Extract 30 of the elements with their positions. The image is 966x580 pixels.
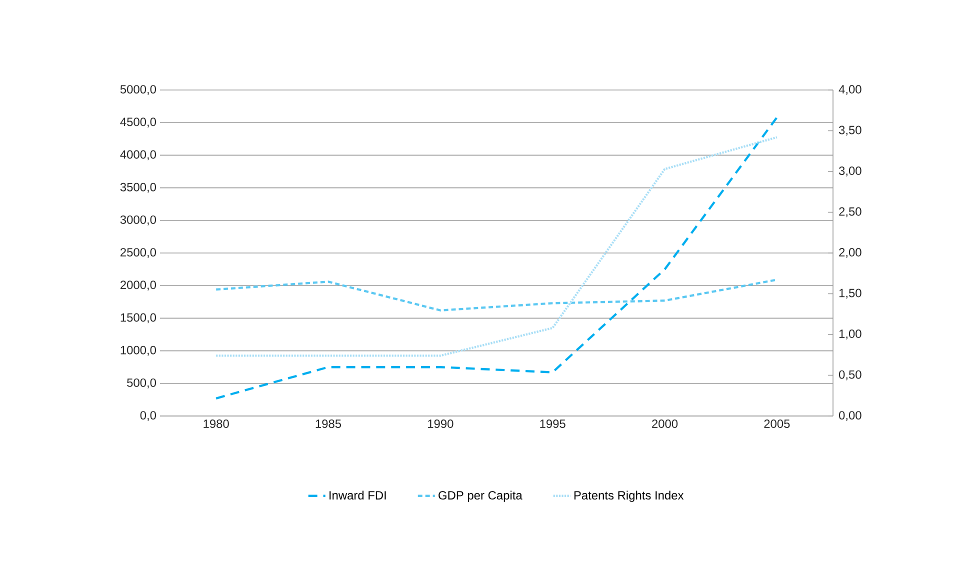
x-tick-label: 1980 — [204, 420, 229, 428]
x-tick-label: 2005 — [764, 420, 790, 428]
y2-tick-label: 1,50 — [839, 288, 862, 299]
y-tick-label: 500,0 — [127, 378, 156, 388]
y2-tick-label: 4,00 — [838, 85, 862, 95]
y-tick-label: 0,0 — [140, 411, 156, 421]
y-tick-label: 2500,0 — [120, 248, 156, 258]
y2-tick-label: 2,50 — [839, 207, 862, 218]
y-tick-label: 4000,0 — [120, 150, 156, 160]
y-tick-label: 3000,0 — [120, 215, 156, 226]
legend-label: GDP per Capita — [438, 490, 522, 502]
y-tick-label: 3500,0 — [120, 182, 156, 193]
y2-tick-label: 0,00 — [838, 411, 862, 421]
y2-tick-label: 0,50 — [838, 370, 862, 380]
x-tick-label: 1990 — [428, 420, 454, 428]
y-tick-label: 1500,0 — [120, 313, 156, 324]
y2-tick-label: 2,00 — [839, 248, 862, 258]
y2-tick-label: 3,50 — [838, 126, 862, 136]
x-tick-label: 1985 — [316, 420, 342, 428]
y-tick-label: 1000,0 — [120, 346, 156, 356]
x-tick-label: 2000 — [652, 420, 678, 428]
x-tick-label: 1995 — [540, 420, 566, 428]
line-series — [214, 116, 778, 400]
y2-tick-label: 1,00 — [839, 330, 862, 340]
legend-label: Patents Rights Index — [574, 490, 684, 502]
y-tick-label: 4500,0 — [120, 118, 156, 128]
y-tick-label: 5000,0 — [120, 85, 156, 95]
legend-label: Inward FDI — [330, 490, 386, 500]
y-tick-label: 2000,0 — [120, 280, 156, 291]
y2-tick-label: 3,00 — [838, 166, 862, 176]
